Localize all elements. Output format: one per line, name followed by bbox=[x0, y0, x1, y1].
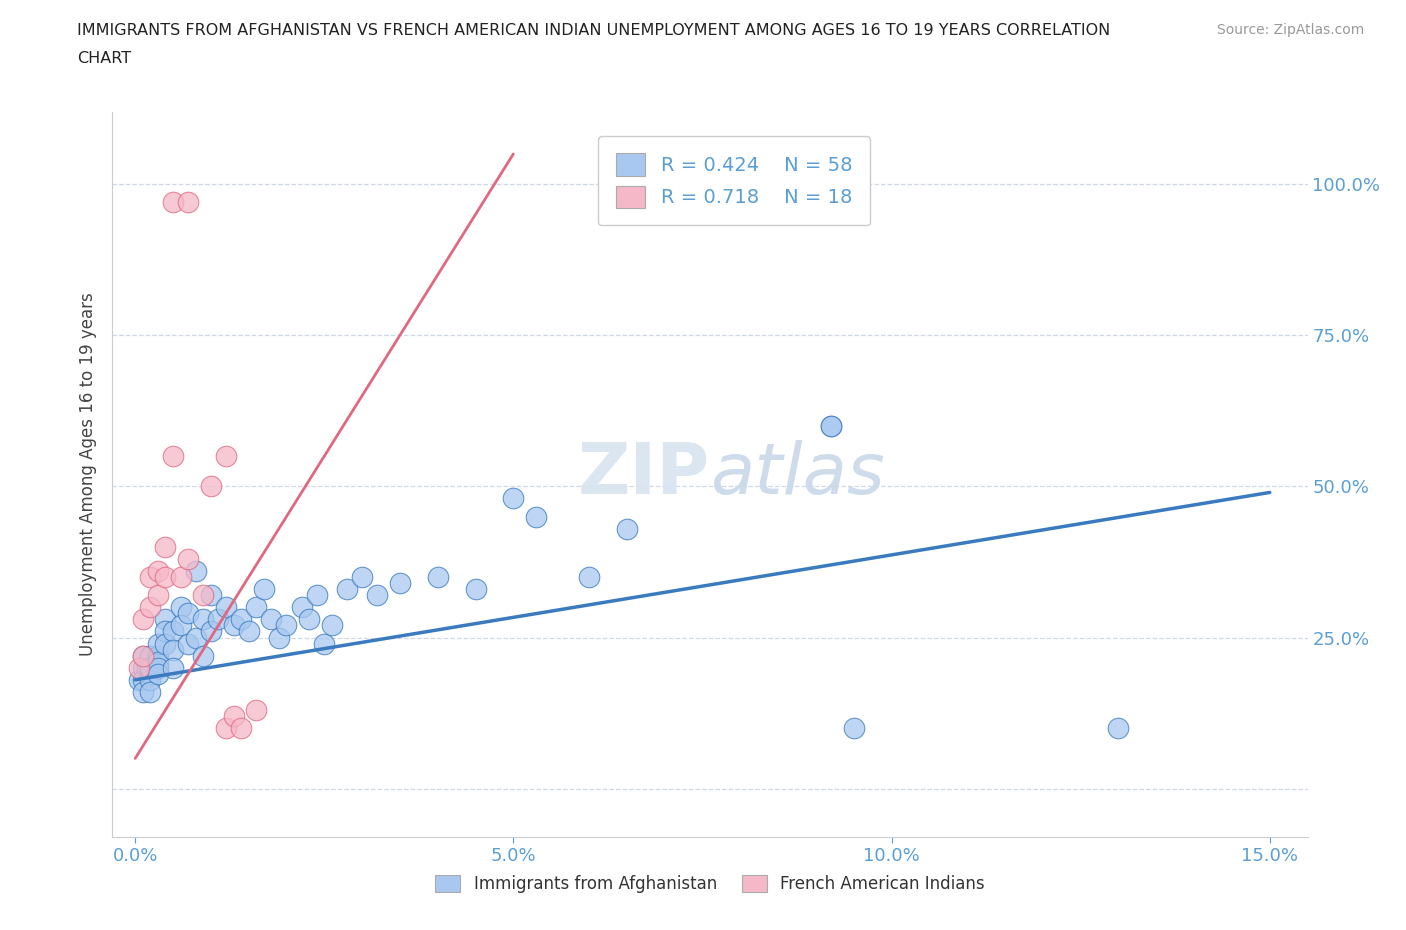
Point bbox=[177, 195, 200, 210]
Point bbox=[162, 624, 184, 639]
Point bbox=[842, 721, 865, 736]
Point bbox=[155, 539, 177, 554]
Point bbox=[155, 570, 177, 585]
Point bbox=[146, 660, 169, 675]
Text: ZIP: ZIP bbox=[578, 440, 710, 509]
Point bbox=[135, 660, 157, 675]
Point bbox=[155, 636, 177, 651]
Point bbox=[578, 570, 600, 585]
Point bbox=[290, 600, 312, 615]
Point bbox=[139, 672, 162, 687]
Point bbox=[464, 582, 486, 597]
Point bbox=[276, 618, 298, 633]
Point bbox=[388, 576, 411, 591]
Point bbox=[305, 588, 328, 603]
Point bbox=[245, 600, 267, 615]
Point bbox=[162, 643, 184, 658]
Point bbox=[139, 684, 162, 699]
Point bbox=[200, 624, 222, 639]
Point bbox=[260, 612, 283, 627]
Point bbox=[502, 491, 524, 506]
Point bbox=[146, 667, 169, 682]
Point bbox=[139, 648, 162, 663]
Point bbox=[336, 582, 359, 597]
Point bbox=[139, 570, 162, 585]
Point bbox=[207, 612, 229, 627]
Point bbox=[132, 612, 155, 627]
Point bbox=[128, 660, 150, 675]
Point bbox=[162, 660, 184, 675]
Point bbox=[177, 606, 200, 621]
Point bbox=[267, 631, 290, 645]
Point bbox=[820, 418, 842, 433]
Point bbox=[1108, 721, 1130, 736]
Point bbox=[139, 600, 162, 615]
Point bbox=[193, 648, 215, 663]
Point bbox=[139, 667, 162, 682]
Point bbox=[229, 721, 252, 736]
Text: IMMIGRANTS FROM AFGHANISTAN VS FRENCH AMERICAN INDIAN UNEMPLOYMENT AMONG AGES 16: IMMIGRANTS FROM AFGHANISTAN VS FRENCH AM… bbox=[77, 23, 1111, 38]
Point bbox=[155, 624, 177, 639]
Point bbox=[200, 479, 222, 494]
Point bbox=[352, 570, 374, 585]
Text: CHART: CHART bbox=[77, 51, 131, 66]
Point bbox=[146, 588, 169, 603]
Point bbox=[820, 418, 842, 433]
Point bbox=[155, 612, 177, 627]
Text: atlas: atlas bbox=[710, 440, 884, 509]
Point bbox=[253, 582, 276, 597]
Point bbox=[177, 551, 200, 566]
Point bbox=[238, 624, 260, 639]
Point bbox=[524, 510, 547, 525]
Point bbox=[229, 612, 252, 627]
Point bbox=[169, 570, 191, 585]
Point bbox=[426, 570, 449, 585]
Point bbox=[616, 522, 638, 537]
Point bbox=[314, 636, 336, 651]
Point bbox=[132, 672, 155, 687]
Point bbox=[298, 612, 321, 627]
Point bbox=[200, 588, 222, 603]
Point bbox=[215, 600, 238, 615]
Point bbox=[132, 648, 155, 663]
Point bbox=[169, 618, 191, 633]
Point bbox=[169, 600, 191, 615]
Point bbox=[132, 660, 155, 675]
Point bbox=[184, 564, 207, 578]
Point bbox=[193, 588, 215, 603]
Point bbox=[222, 709, 245, 724]
Point bbox=[146, 648, 169, 663]
Point bbox=[146, 655, 169, 670]
Point bbox=[222, 618, 245, 633]
Point bbox=[162, 449, 184, 464]
Point bbox=[245, 703, 267, 718]
Point bbox=[215, 449, 238, 464]
Point bbox=[146, 636, 169, 651]
Point bbox=[193, 612, 215, 627]
Point bbox=[215, 721, 238, 736]
Point bbox=[366, 588, 388, 603]
Text: Source: ZipAtlas.com: Source: ZipAtlas.com bbox=[1216, 23, 1364, 37]
Legend: Immigrants from Afghanistan, French American Indians: Immigrants from Afghanistan, French Amer… bbox=[427, 867, 993, 901]
Point bbox=[321, 618, 343, 633]
Point bbox=[162, 195, 184, 210]
Y-axis label: Unemployment Among Ages 16 to 19 years: Unemployment Among Ages 16 to 19 years bbox=[79, 292, 97, 657]
Point bbox=[139, 660, 162, 675]
Point bbox=[132, 684, 155, 699]
Point bbox=[132, 648, 155, 663]
Point bbox=[128, 672, 150, 687]
Point bbox=[177, 636, 200, 651]
Point bbox=[146, 564, 169, 578]
Point bbox=[184, 631, 207, 645]
